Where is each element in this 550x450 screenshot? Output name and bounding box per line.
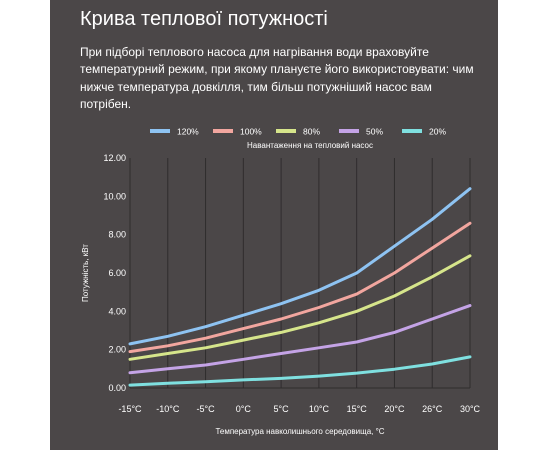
x-axis-label: Температура навколишнього середовища, °C xyxy=(215,427,384,436)
legend-label-4: 20% xyxy=(429,127,446,137)
series-line-120pct xyxy=(128,187,472,346)
x-tick-label-6: 15°C xyxy=(347,404,368,414)
x-tick-label-2: -5°C xyxy=(197,404,216,414)
heat-pump-card: Крива теплової потужності При підборі те… xyxy=(50,0,498,450)
x-tick-label-0: -15°C xyxy=(118,404,142,414)
y-axis-label: Потужність, кВт xyxy=(81,244,90,302)
x-tick-label-4: 5°C xyxy=(274,404,290,414)
legend-label-0: 120% xyxy=(177,127,199,137)
y-tick-label-0: 0.00 xyxy=(108,383,126,393)
y-tick-label-3: 6.00 xyxy=(108,268,126,278)
chart-title: Навантаження на тепловий насос xyxy=(247,141,373,150)
series-line-20pct xyxy=(128,355,472,387)
y-tick-label-5: 10.00 xyxy=(103,191,126,201)
legend-label-2: 80% xyxy=(303,127,320,137)
legend-swatch-2 xyxy=(276,129,296,133)
y-tick-label-4: 8.00 xyxy=(108,230,126,240)
legend-swatch-4 xyxy=(402,129,422,133)
page-title: Крива теплової потужності xyxy=(80,8,328,30)
x-tick-label-1: -10°C xyxy=(156,404,180,414)
legend-swatch-3 xyxy=(339,129,359,133)
series-line-50pct xyxy=(128,304,472,375)
y-tick-label-1: 2.00 xyxy=(108,345,126,355)
legend-label-3: 50% xyxy=(366,127,383,137)
page-description: При підборі теплового насоса для нагріва… xyxy=(80,45,474,112)
x-tick-label-7: 20°C xyxy=(384,404,405,414)
x-tick-label-5: 10°C xyxy=(309,404,330,414)
y-tick-label-2: 4.00 xyxy=(108,306,126,316)
legend-label-1: 100% xyxy=(240,127,262,137)
x-tick-label-3: 0°C xyxy=(236,404,252,414)
series-line-80pct xyxy=(128,254,472,361)
series-line-100pct xyxy=(128,221,472,354)
x-tick-label-9: 30°C xyxy=(460,404,481,414)
power-curve-chart: 120% 100% 80% 50% 20% Навантаження на теплови… xyxy=(81,127,481,437)
y-tick-label-6: 12.00 xyxy=(103,153,126,163)
legend-swatch-1 xyxy=(213,129,233,133)
legend-swatch-0 xyxy=(150,129,170,133)
x-tick-label-8: 26°C xyxy=(422,404,443,414)
